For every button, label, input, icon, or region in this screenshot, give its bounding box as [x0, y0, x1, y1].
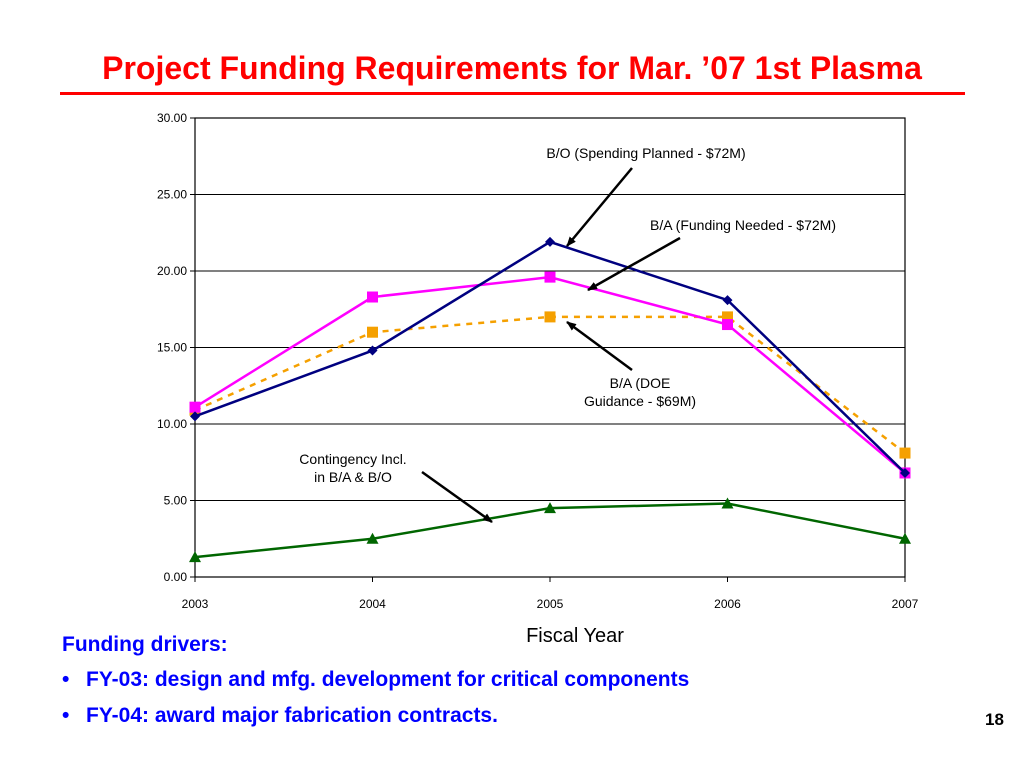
- callout-label-ba_doe: Guidance - $69M): [584, 393, 696, 409]
- x-tick-label: 2003: [182, 597, 209, 611]
- x-tick-label: 2007: [892, 597, 919, 611]
- data-point-ba_needed: [544, 271, 556, 283]
- data-point-bo: [722, 295, 733, 306]
- y-tick-label: 15.00: [157, 341, 187, 355]
- bullet-dot-icon: •: [62, 668, 70, 691]
- callout-arrow-bo: [566, 167, 633, 247]
- x-tick-label: 2006: [714, 597, 741, 611]
- bullet-dot-icon: •: [62, 704, 70, 727]
- data-point-ba_needed: [367, 291, 378, 303]
- y-tick-label: 5.00: [164, 494, 188, 508]
- data-point-bo: [900, 467, 910, 478]
- data-point-contingency: [721, 497, 734, 509]
- y-tick-label: 10.00: [157, 417, 187, 431]
- data-point-ba_doe: [722, 311, 733, 323]
- y-tick-label: 25.00: [157, 188, 187, 202]
- funding-drivers-notes: Funding drivers: • FY-03: design and mfg.…: [62, 628, 689, 734]
- data-point-contingency: [189, 551, 201, 563]
- x-tick-label: 2005: [537, 597, 564, 611]
- callout-label-contingency: in B/A & B/O: [314, 469, 392, 485]
- callout-label-ba_doe: B/A (DOE: [610, 375, 671, 391]
- data-point-contingency: [544, 502, 556, 514]
- callout-label-contingency: Contingency Incl.: [299, 451, 406, 467]
- bullet-text: FY-04: award major fabrication contracts…: [86, 704, 498, 727]
- bullet-item: • FY-04: award major fabrication contract…: [62, 698, 689, 734]
- slide-title: Project Funding Requirements for Mar. ’0…: [102, 50, 922, 86]
- data-point-ba_needed: [722, 319, 733, 331]
- data-point-bo: [367, 345, 378, 356]
- bullet-text: FY-03: design and mfg. development for c…: [86, 668, 690, 691]
- data-point-bo: [190, 411, 200, 422]
- data-point-ba_needed: [189, 401, 201, 413]
- callout-arrow-ba_doe: [566, 320, 633, 372]
- page-number: 18: [985, 710, 1004, 729]
- notes-heading: Funding drivers:: [62, 633, 228, 656]
- data-point-ba_doe: [899, 447, 911, 459]
- y-tick-label: 30.00: [157, 111, 187, 125]
- data-point-contingency: [366, 532, 379, 544]
- data-point-ba_doe: [367, 326, 378, 338]
- data-point-ba_doe: [544, 311, 556, 323]
- callout-label-bo: B/O (Spending Planned - $72M): [546, 145, 745, 161]
- x-tick-label: 2004: [359, 597, 386, 611]
- callout-label-ba_needed: B/A (Funding Needed - $72M): [650, 217, 836, 233]
- data-point-contingency: [899, 532, 911, 544]
- callout-arrow-ba_needed: [587, 236, 681, 292]
- x-axis-title: Fiscal Year: [526, 625, 624, 647]
- callout-arrow-contingency: [421, 470, 493, 524]
- data-point-bo: [545, 236, 555, 247]
- y-tick-label: 0.00: [164, 570, 188, 584]
- y-tick-label: 20.00: [157, 264, 187, 278]
- title-underline: [60, 92, 965, 95]
- bullet-item: • FY-03: design and mfg. development for …: [62, 662, 689, 698]
